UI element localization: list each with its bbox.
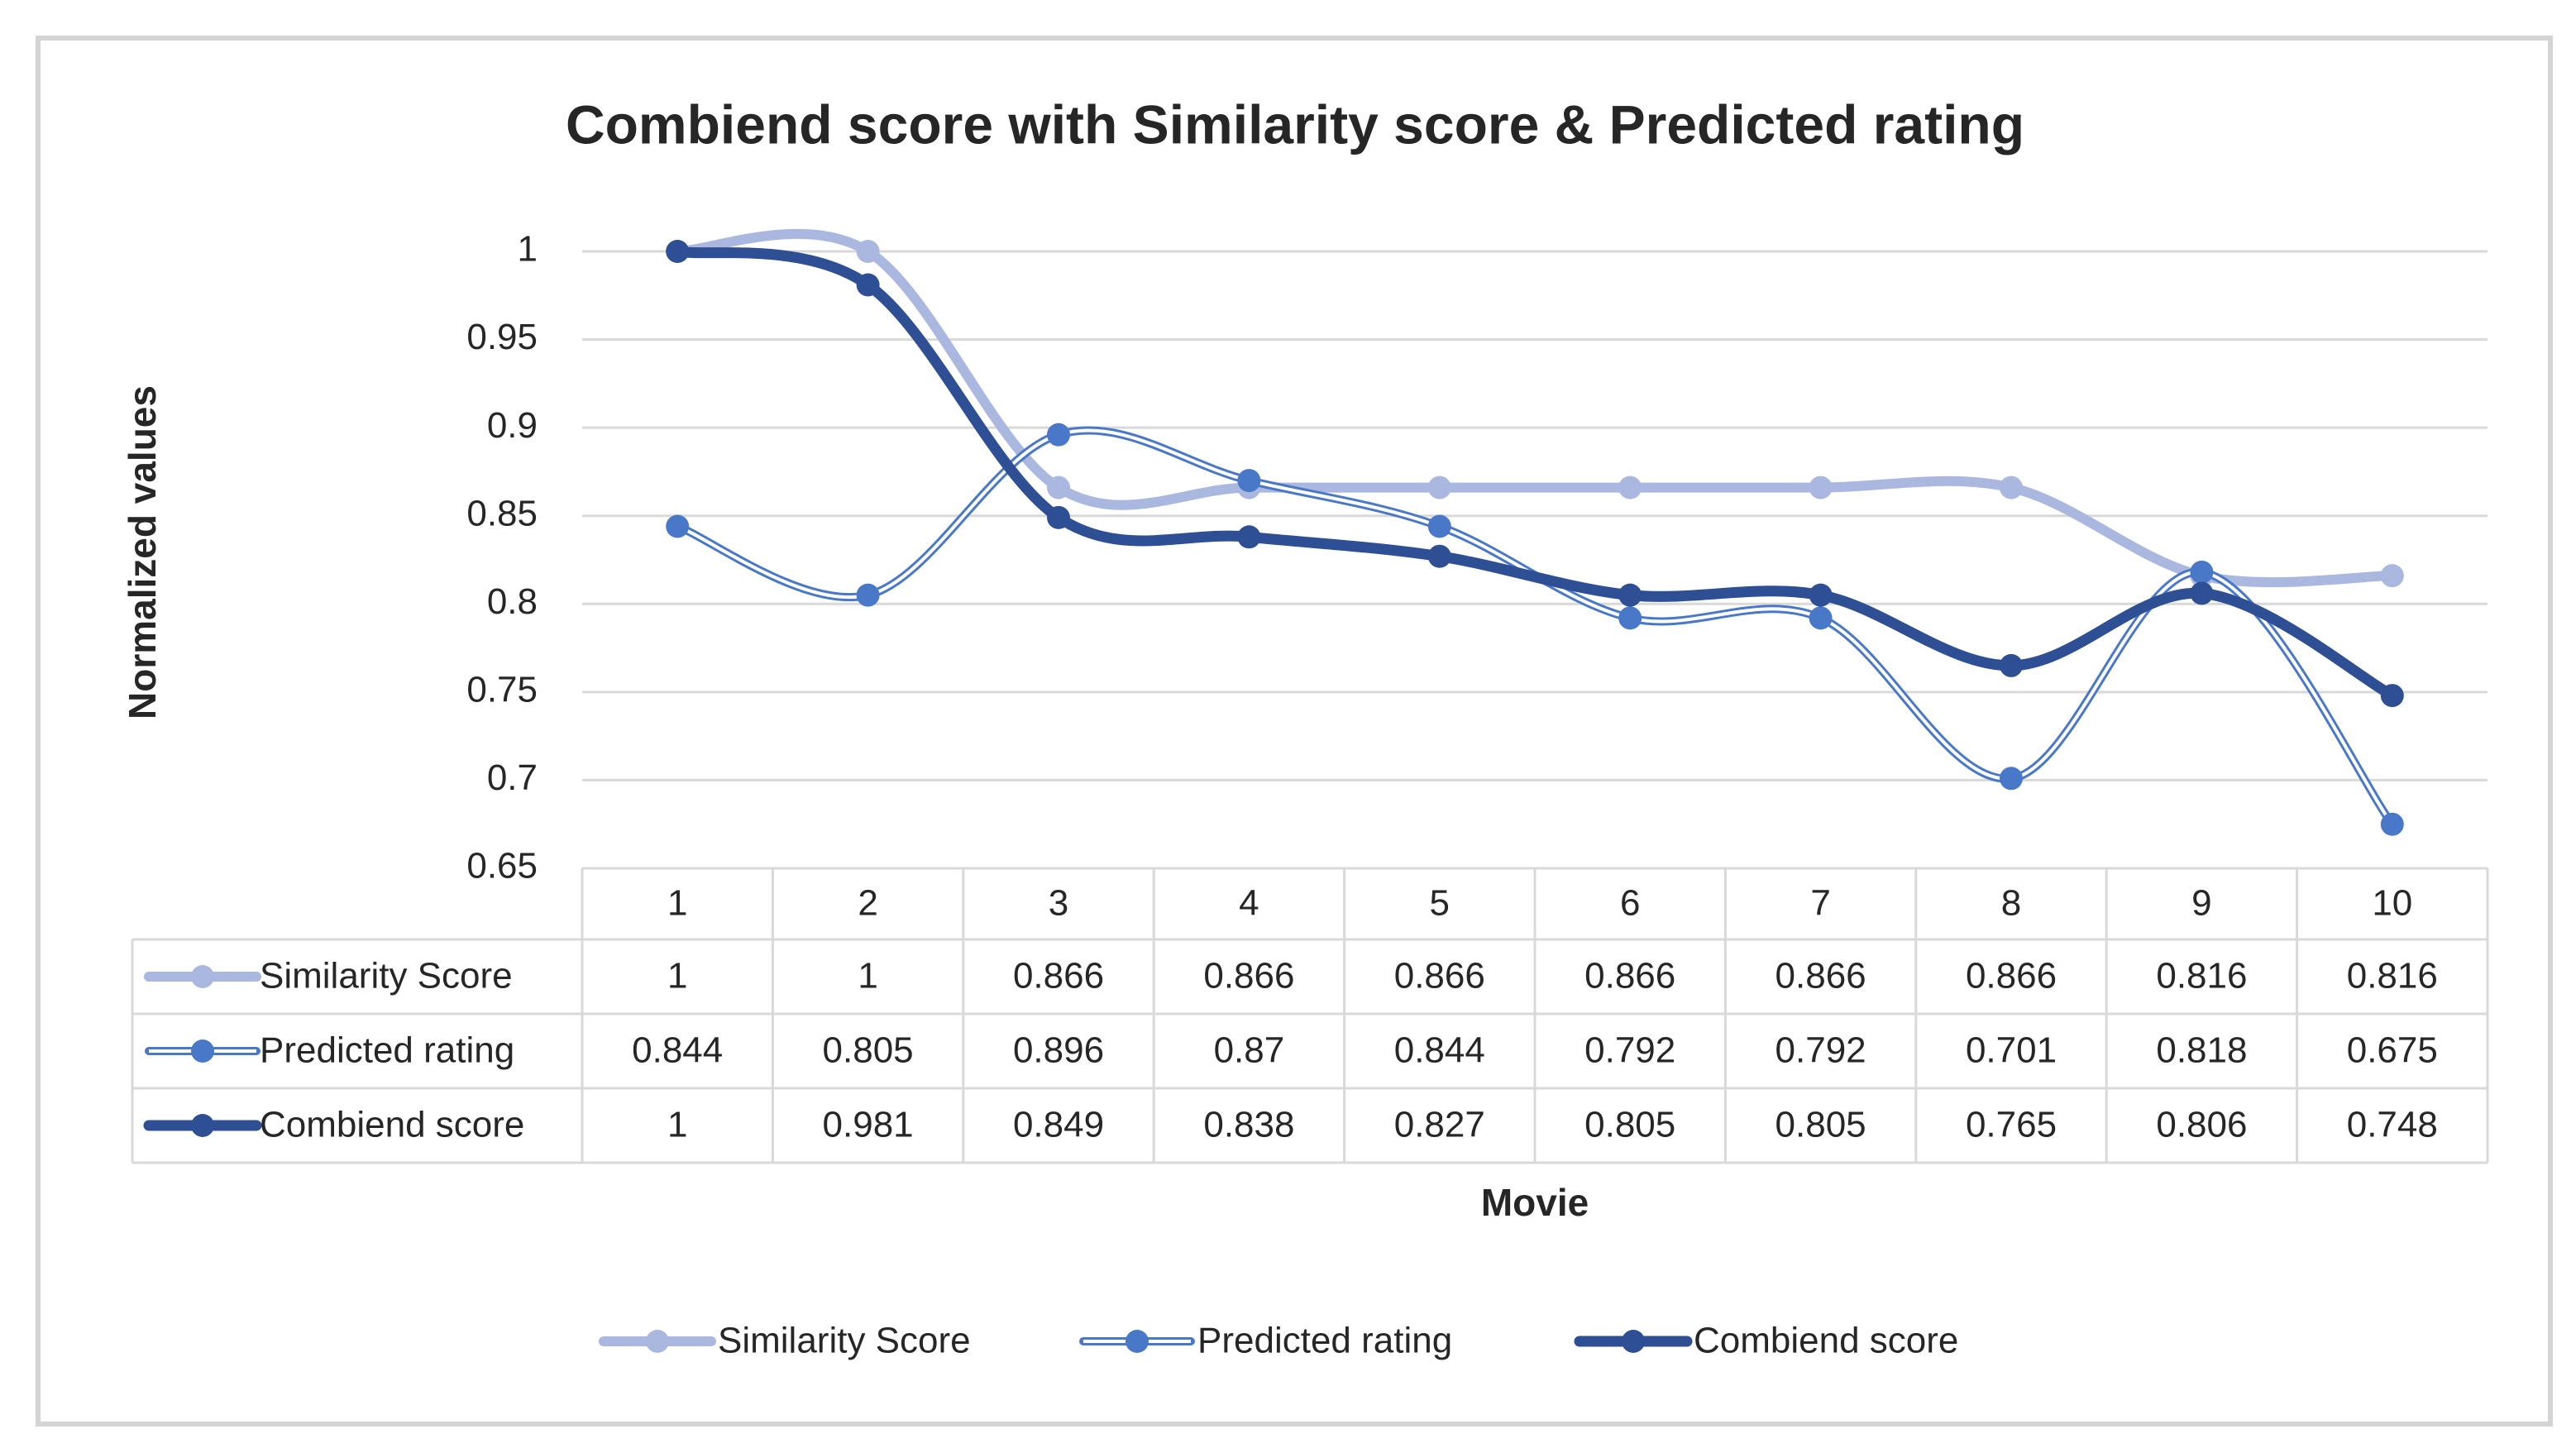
chart-title: Combiend score with Similarity score & P… xyxy=(566,93,2024,155)
data-point xyxy=(1427,475,1451,499)
y-tick-label: 0.85 xyxy=(466,493,538,533)
data-point xyxy=(2380,564,2404,588)
y-tick-label: 0.9 xyxy=(487,405,538,446)
data-point xyxy=(666,514,690,538)
table-cell: 0.87 xyxy=(1214,1030,1285,1071)
y-tick-label: 0.75 xyxy=(466,669,538,710)
table-row-label: Similarity Score xyxy=(260,956,513,996)
table-header: 6 xyxy=(1620,883,1640,924)
data-point xyxy=(2380,684,2404,708)
data-point xyxy=(1047,423,1070,447)
table-header: 4 xyxy=(1239,883,1259,924)
table-cell: 0.844 xyxy=(632,1030,723,1071)
y-tick-label: 0.95 xyxy=(466,317,538,357)
y-axis-label: Normalized values xyxy=(121,385,164,719)
table-cell: 0.816 xyxy=(2156,956,2247,996)
data-point xyxy=(1809,606,1833,630)
table-cell: 0.844 xyxy=(1394,1030,1485,1071)
table-header: 7 xyxy=(1810,883,1830,924)
table-cell: 0.866 xyxy=(1966,956,2057,996)
legend-label: Combiend score xyxy=(1694,1321,1958,1361)
table-cell: 0.748 xyxy=(2347,1105,2438,1145)
table-cell: 0.806 xyxy=(2156,1105,2247,1145)
table-cell: 1 xyxy=(667,956,687,996)
data-point xyxy=(666,240,690,263)
data-point xyxy=(1237,525,1261,549)
table-cell: 0.981 xyxy=(823,1105,914,1145)
data-point xyxy=(856,583,880,607)
data-point xyxy=(1237,469,1261,493)
table-header: 3 xyxy=(1049,883,1068,924)
data-point xyxy=(1809,583,1833,607)
table-header: 2 xyxy=(858,883,877,924)
y-tick-label: 0.65 xyxy=(466,846,538,886)
table-cell: 1 xyxy=(667,1105,687,1145)
table-cell: 0.805 xyxy=(1584,1105,1675,1145)
table-cell: 0.866 xyxy=(1203,956,1294,996)
legend-marker xyxy=(646,1330,669,1353)
legend-label: Similarity Score xyxy=(718,1321,971,1361)
data-point xyxy=(1618,475,1642,499)
table-cell: 0.866 xyxy=(1775,956,1866,996)
table-cell: 0.816 xyxy=(2347,956,2438,996)
data-point xyxy=(2000,767,2023,791)
data-point xyxy=(1047,475,1070,499)
table-header: 9 xyxy=(2191,883,2211,924)
table-cell: 1 xyxy=(858,956,877,996)
table-cell: 0.701 xyxy=(1966,1030,2057,1071)
table-cell: 0.849 xyxy=(1013,1105,1104,1145)
data-point xyxy=(2000,653,2023,677)
table-header: 1 xyxy=(667,883,687,924)
table-row-label: Predicted rating xyxy=(260,1030,514,1071)
y-tick-label: 1 xyxy=(518,229,538,270)
legend-marker xyxy=(191,1039,214,1063)
table-cell: 0.866 xyxy=(1394,956,1485,996)
data-point xyxy=(1427,514,1451,538)
table-cell: 0.866 xyxy=(1013,956,1104,996)
table-cell: 0.866 xyxy=(1584,956,1675,996)
legend-marker xyxy=(1126,1330,1149,1353)
table-row-label: Combiend score xyxy=(260,1105,524,1145)
data-point xyxy=(1809,475,1833,499)
data-point xyxy=(2380,812,2404,836)
table-header: 10 xyxy=(2372,883,2412,924)
data-point xyxy=(856,240,880,263)
table-header: 8 xyxy=(2001,883,2021,924)
data-point xyxy=(2190,581,2214,605)
data-point xyxy=(1047,505,1070,529)
x-axis-label: Movie xyxy=(1481,1181,1589,1224)
y-tick-label: 0.8 xyxy=(487,581,538,622)
data-point xyxy=(1427,544,1451,568)
table-cell: 0.765 xyxy=(1966,1105,2057,1145)
data-point xyxy=(1618,606,1642,630)
table-cell: 0.675 xyxy=(2347,1030,2438,1071)
data-point xyxy=(2190,560,2214,584)
table-cell: 0.838 xyxy=(1203,1105,1294,1145)
table-cell: 0.896 xyxy=(1013,1030,1104,1071)
table-cell: 0.818 xyxy=(2156,1030,2247,1071)
y-tick-label: 0.7 xyxy=(487,757,538,798)
table-cell: 0.827 xyxy=(1394,1105,1485,1145)
data-point xyxy=(1618,583,1642,607)
legend-marker xyxy=(191,965,214,988)
table-cell: 0.805 xyxy=(823,1030,914,1071)
legend-label: Predicted rating xyxy=(1197,1321,1452,1361)
series-line xyxy=(671,246,2398,701)
legend-marker xyxy=(191,1114,214,1137)
table-cell: 0.805 xyxy=(1775,1105,1866,1145)
series-line xyxy=(672,228,2397,588)
data-point xyxy=(856,273,880,297)
chart-frame xyxy=(36,36,2553,1426)
table-header: 5 xyxy=(1430,883,1450,924)
table-cell: 0.792 xyxy=(1775,1030,1866,1071)
table-cell: 0.792 xyxy=(1584,1030,1675,1071)
legend-marker xyxy=(1622,1330,1645,1353)
data-point xyxy=(2000,475,2023,499)
